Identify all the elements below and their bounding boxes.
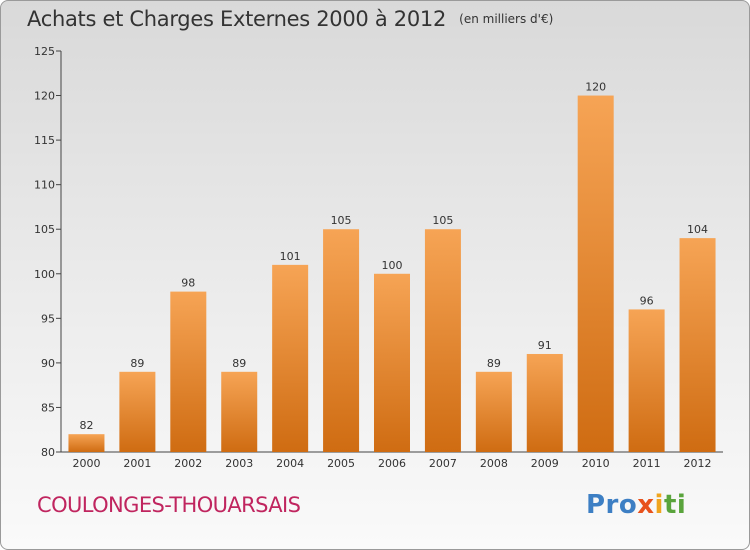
y-tick-label: 120 (34, 90, 55, 103)
x-tick-label: 2003 (225, 457, 253, 470)
data-label: 89 (130, 357, 144, 370)
data-label: 120 (585, 81, 606, 94)
bar-2002 (170, 291, 207, 452)
data-label: 91 (538, 339, 552, 352)
x-tick-label: 2001 (123, 457, 151, 470)
y-tick-label: 115 (34, 134, 55, 147)
bar-2009 (526, 353, 563, 452)
y-tick-label: 100 (34, 268, 55, 281)
chart-title: Achats et Charges Externes 2000 à 2012 (27, 7, 447, 31)
x-tick-label: 2005 (327, 457, 355, 470)
y-tick-label: 110 (34, 179, 55, 192)
chart-subtitle: (en milliers d'€) (459, 12, 554, 26)
proxiti-logo: Proxiti (586, 490, 687, 520)
data-label: 101 (280, 250, 301, 263)
x-tick-label: 2012 (684, 457, 712, 470)
data-label: 89 (232, 357, 246, 370)
data-label: 96 (640, 294, 654, 307)
bar-2007 (424, 229, 461, 452)
data-label: 89 (487, 357, 501, 370)
bar-2006 (374, 273, 410, 452)
data-label: 82 (79, 419, 93, 432)
x-tick-label: 2007 (429, 457, 457, 470)
data-label: 104 (687, 223, 708, 236)
x-tick-label: 2004 (276, 457, 304, 470)
chart-title-block: Achats et Charges Externes 2000 à 2012 (… (27, 7, 553, 31)
y-tick-label: 105 (34, 223, 55, 236)
x-tick-label: 2006 (378, 457, 406, 470)
bar-2003 (221, 371, 258, 452)
bar-2010 (577, 95, 614, 453)
data-label: 105 (331, 214, 352, 227)
bar-2008 (475, 371, 512, 452)
x-tick-label: 2011 (633, 457, 661, 470)
chart-labels: 82 2000 89 2001 98 2002 89 2003 101 2004 105 2005 10… (72, 81, 711, 470)
y-tick-label: 95 (41, 312, 55, 325)
bar-2012 (679, 238, 716, 452)
chart-bars (68, 95, 716, 453)
y-tick-label: 85 (41, 401, 55, 414)
x-tick-label: 2009 (531, 457, 559, 470)
chart-axes: 80 85 90 95 100 105 110 115 120 125 (34, 45, 723, 459)
y-tick-label: 90 (41, 357, 55, 370)
x-tick-label: 2010 (582, 457, 610, 470)
x-tick-label: 2000 (72, 457, 100, 470)
x-tick-label: 2008 (480, 457, 508, 470)
data-label: 100 (382, 259, 403, 272)
data-label: 105 (432, 214, 453, 227)
x-tick-label: 2002 (174, 457, 202, 470)
bar-2011 (628, 309, 665, 452)
bar-2000 (68, 434, 105, 452)
y-tick-label: 125 (34, 45, 55, 58)
bar-2005 (323, 229, 360, 452)
y-tick-label: 80 (41, 446, 55, 459)
data-label: 98 (181, 277, 195, 290)
place-name: COULONGES-THOUARSAIS (37, 493, 301, 517)
bar-2004 (272, 264, 309, 452)
bar-2001 (119, 371, 156, 452)
